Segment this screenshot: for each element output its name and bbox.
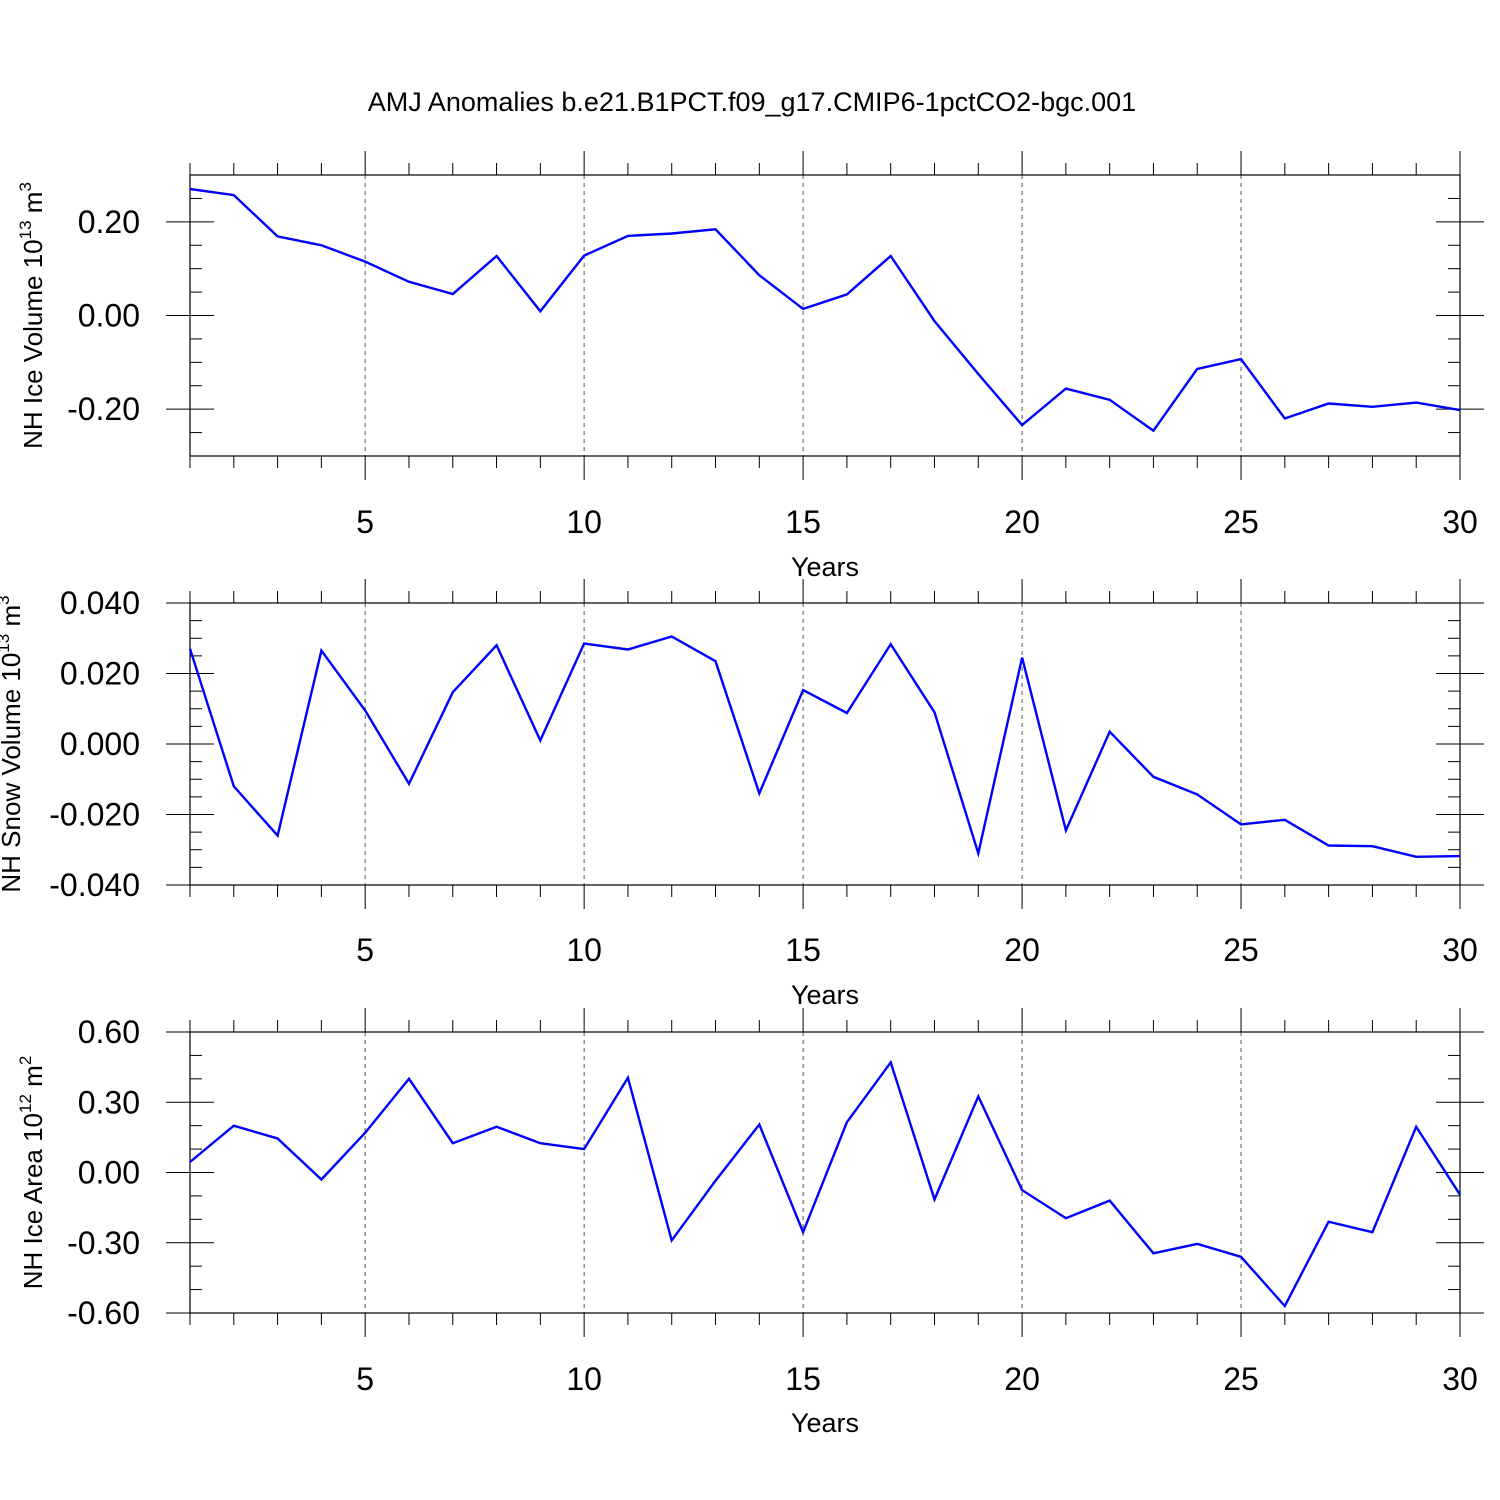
panel-3: 5 10 15 20 25 30 -0.60 -0.30 0.00 0.30 0.60 Years NH… — [16, 1008, 1484, 1438]
x-tick-label: 10 — [566, 1361, 602, 1397]
y-tick-label: 0.20 — [78, 204, 140, 240]
y-tick-label: 0.00 — [78, 1155, 140, 1191]
y-tick-label: -0.020 — [49, 797, 140, 833]
x-tick-label: 10 — [566, 504, 602, 540]
y-axis-label: NH Ice Volume 1013 m3 — [16, 182, 48, 449]
x-tick-label: 20 — [1004, 932, 1040, 968]
y-tick-label: -0.60 — [67, 1295, 140, 1331]
figure-title: AMJ Anomalies b.e21.B1PCT.f09_g17.CMIP6-… — [368, 87, 1136, 117]
x-axis-label: Years — [791, 980, 859, 1010]
x-tick-label: 5 — [356, 504, 374, 540]
y-tick-label: 0.000 — [60, 726, 140, 762]
plot-frame — [189, 1031, 1461, 1314]
y-tick-label: 0.040 — [60, 585, 140, 621]
y-tick-label: -0.040 — [49, 867, 140, 903]
y-tick-label: 0.020 — [60, 656, 140, 692]
y-tick-label: 0.30 — [78, 1084, 140, 1120]
x-tick-label: 20 — [1004, 504, 1040, 540]
panel-2: 5 10 15 20 25 30 -0.040 -0.020 0.000 0.020 0.040 Ye… — [0, 579, 1484, 1010]
y-axis-label: NH Ice Area 1012 m2 — [16, 1056, 48, 1290]
x-tick-label: 5 — [356, 1361, 374, 1397]
x-tick-label: 30 — [1442, 932, 1478, 968]
plot-frame — [189, 174, 1461, 457]
plot-frame — [189, 602, 1461, 886]
x-tick-label: 30 — [1442, 504, 1478, 540]
panels: 5 10 15 20 25 30 -0.20 0.00 0.20 Years NH Ice Volu… — [0, 151, 1484, 1438]
series-line — [189, 187, 1461, 433]
x-tick-label: 15 — [785, 1361, 821, 1397]
x-axis-label: Years — [791, 1408, 859, 1438]
x-tick-label: 25 — [1223, 932, 1259, 968]
x-tick-label: 5 — [356, 932, 374, 968]
x-tick-label: 30 — [1442, 1361, 1478, 1397]
y-axis-label: NH Snow Volume 1013 m3 — [0, 595, 26, 892]
x-tick-label: 15 — [785, 932, 821, 968]
x-tick-label: 20 — [1004, 1361, 1040, 1397]
y-tick-label: -0.20 — [67, 391, 140, 427]
y-tick-label: 0.60 — [78, 1014, 140, 1050]
x-axis-label: Years — [791, 552, 859, 582]
x-tick-label: 15 — [785, 504, 821, 540]
x-tick-label: 10 — [566, 932, 602, 968]
x-tick-label: 25 — [1223, 1361, 1259, 1397]
y-tick-label: -0.30 — [67, 1225, 140, 1261]
series-line — [189, 1059, 1462, 1309]
panel-1: 5 10 15 20 25 30 -0.20 0.00 0.20 Years NH Ice Volu… — [16, 151, 1484, 582]
x-tick-label: 25 — [1223, 504, 1259, 540]
y-tick-label: 0.00 — [78, 298, 140, 334]
series-line — [188, 635, 1461, 859]
